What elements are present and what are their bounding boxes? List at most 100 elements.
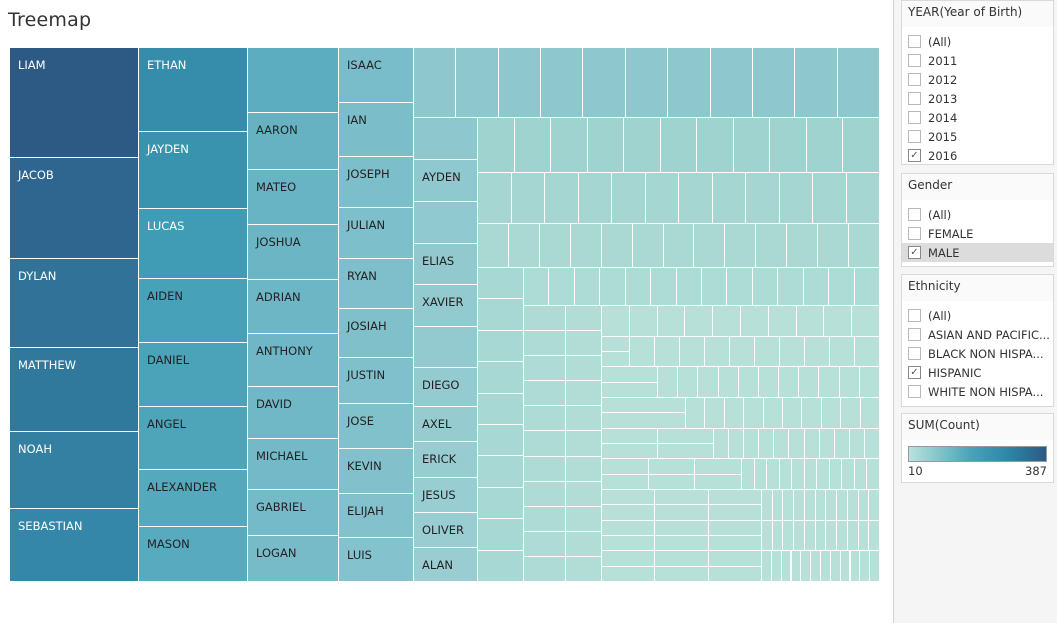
- treemap-cell[interactable]: OLIVER: [414, 513, 478, 548]
- checkbox-unchecked-icon[interactable]: [908, 111, 921, 124]
- treemap-cell[interactable]: [754, 459, 768, 490]
- treemap-cell[interactable]: [779, 367, 800, 398]
- treemap-cell[interactable]: [478, 299, 524, 331]
- treemap-cell[interactable]: [697, 118, 734, 173]
- treemap-cell[interactable]: [587, 118, 625, 173]
- treemap-cell[interactable]: [658, 428, 714, 444]
- treemap-cell[interactable]: [847, 490, 859, 521]
- treemap-cell[interactable]: [602, 428, 658, 444]
- treemap-cell[interactable]: [789, 428, 805, 460]
- checkbox-unchecked-icon[interactable]: [908, 227, 921, 240]
- treemap-cell[interactable]: [858, 520, 870, 552]
- treemap-cell[interactable]: [771, 551, 782, 582]
- treemap-cell[interactable]: [524, 531, 566, 557]
- treemap-cell[interactable]: [570, 224, 602, 268]
- treemap-cell[interactable]: [478, 224, 509, 268]
- treemap-cell[interactable]: [756, 224, 788, 268]
- year-filter-option[interactable]: 2011: [902, 51, 1053, 70]
- treemap-cell[interactable]: AARON: [248, 113, 339, 170]
- treemap-cell[interactable]: ALEXANDER: [139, 470, 248, 527]
- checkbox-unchecked-icon[interactable]: [908, 35, 921, 48]
- treemap-cell[interactable]: [524, 506, 566, 532]
- treemap-cell[interactable]: [813, 173, 847, 224]
- treemap-cell[interactable]: [655, 566, 709, 582]
- treemap-cell[interactable]: JOSHUA: [248, 225, 339, 280]
- treemap-cell[interactable]: [508, 224, 540, 268]
- treemap-cell[interactable]: [566, 556, 602, 582]
- treemap-cell[interactable]: [694, 224, 726, 268]
- treemap-cell[interactable]: [802, 398, 822, 429]
- year-filter-option[interactable]: (All): [902, 32, 1053, 51]
- treemap-cell[interactable]: AIDEN: [139, 279, 248, 343]
- treemap-cell[interactable]: [602, 367, 658, 383]
- treemap-cell[interactable]: [414, 118, 478, 160]
- treemap-cell[interactable]: [478, 362, 524, 394]
- treemap-cell[interactable]: [774, 428, 790, 460]
- treemap-cell[interactable]: ALAN: [414, 548, 478, 582]
- treemap-cell[interactable]: [824, 306, 853, 337]
- treemap-cell[interactable]: [708, 536, 762, 552]
- treemap-cell[interactable]: [705, 336, 730, 368]
- treemap-cell[interactable]: [837, 520, 848, 552]
- treemap-cell[interactable]: [651, 268, 677, 306]
- treemap-cell[interactable]: [602, 336, 630, 352]
- treemap-cell[interactable]: [625, 268, 652, 306]
- treemap-cell[interactable]: [821, 551, 831, 582]
- treemap-cell[interactable]: [551, 118, 588, 173]
- year-filter-option[interactable]: 2013: [902, 89, 1053, 108]
- treemap-cell[interactable]: [804, 490, 816, 521]
- treemap-cell[interactable]: [860, 398, 880, 429]
- treemap-cell[interactable]: [660, 118, 698, 173]
- treemap-cell[interactable]: [854, 459, 868, 490]
- treemap-cell[interactable]: [702, 268, 728, 306]
- treemap-cell[interactable]: [847, 520, 859, 552]
- treemap-cell[interactable]: MATEO: [248, 170, 339, 225]
- treemap-cell[interactable]: [524, 556, 566, 582]
- treemap-cell[interactable]: [733, 118, 771, 173]
- treemap-cell[interactable]: [762, 520, 773, 552]
- treemap-cell[interactable]: [602, 505, 656, 521]
- treemap-cell[interactable]: [811, 551, 821, 582]
- treemap-cell[interactable]: [248, 48, 339, 113]
- treemap-cell[interactable]: [744, 428, 760, 460]
- treemap-cell[interactable]: [763, 398, 783, 429]
- treemap-cell[interactable]: [779, 459, 793, 490]
- treemap-cell[interactable]: [566, 481, 602, 507]
- treemap-cell[interactable]: ANGEL: [139, 407, 248, 470]
- treemap-cell[interactable]: NOAH: [10, 432, 139, 509]
- treemap-cell[interactable]: [478, 487, 524, 520]
- treemap-cell[interactable]: DIEGO: [414, 368, 478, 407]
- treemap-cell[interactable]: [602, 490, 656, 506]
- treemap-cell[interactable]: [679, 173, 713, 224]
- treemap-cell[interactable]: [566, 306, 602, 332]
- treemap-cell[interactable]: [815, 520, 827, 552]
- treemap-cell[interactable]: [712, 173, 746, 224]
- treemap-cell[interactable]: [738, 367, 759, 398]
- treemap-cell[interactable]: [752, 48, 796, 118]
- treemap-cell[interactable]: [741, 306, 769, 337]
- treemap-cell[interactable]: [870, 551, 880, 582]
- treemap-cell[interactable]: [869, 520, 880, 552]
- treemap-cell[interactable]: [869, 490, 880, 521]
- checkbox-unchecked-icon[interactable]: [908, 73, 921, 86]
- treemap-cell[interactable]: [566, 431, 602, 457]
- treemap-cell[interactable]: [781, 551, 792, 582]
- treemap-cell[interactable]: [746, 173, 780, 224]
- treemap-cell[interactable]: [524, 268, 550, 306]
- year-filter-option[interactable]: 2015: [902, 127, 1053, 146]
- treemap-cell[interactable]: [478, 173, 512, 224]
- treemap-cell[interactable]: [830, 336, 855, 368]
- treemap-cell[interactable]: [727, 268, 753, 306]
- treemap-cell[interactable]: [668, 48, 711, 118]
- treemap-cell[interactable]: [524, 356, 566, 382]
- treemap-cell[interactable]: MATTHEW: [10, 348, 139, 432]
- treemap-cell[interactable]: [695, 459, 742, 475]
- treemap-cell[interactable]: [524, 406, 566, 432]
- treemap-cell[interactable]: [514, 118, 552, 173]
- treemap-cell[interactable]: [583, 48, 626, 118]
- treemap-cell[interactable]: DYLAN: [10, 259, 139, 348]
- treemap-cell[interactable]: [566, 456, 602, 482]
- treemap-cell[interactable]: IAN: [339, 103, 414, 157]
- treemap-cell[interactable]: [478, 393, 524, 425]
- treemap-cell[interactable]: [826, 520, 838, 552]
